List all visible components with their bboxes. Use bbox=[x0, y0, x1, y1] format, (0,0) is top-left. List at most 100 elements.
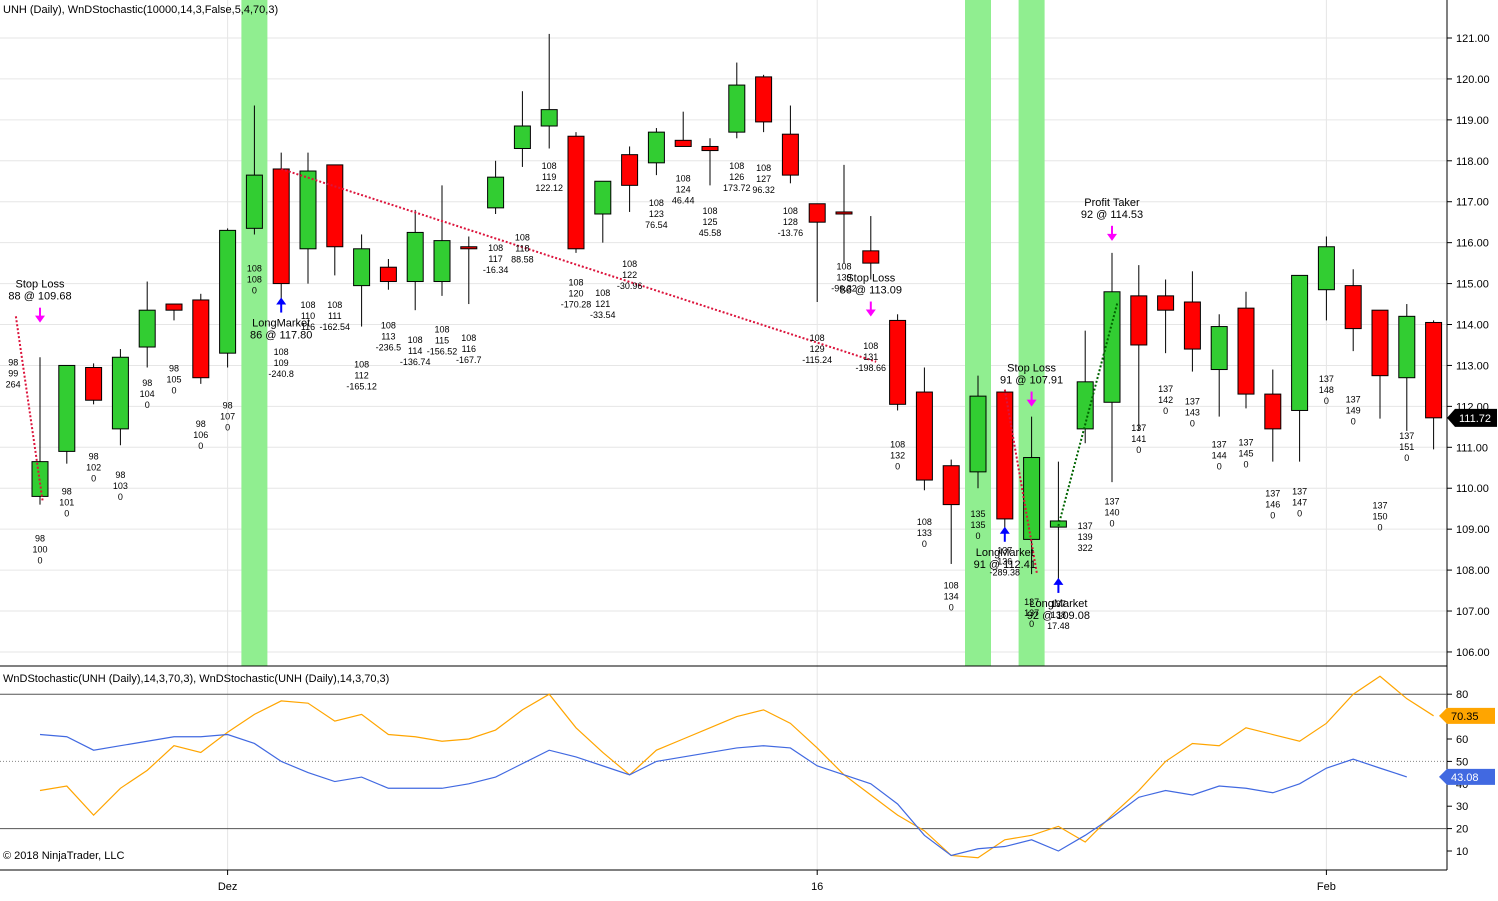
bar-info-label: 143 bbox=[1185, 407, 1200, 417]
price-tick-label: 118.00 bbox=[1456, 156, 1489, 168]
bar-info-label: 108 bbox=[354, 359, 369, 369]
bar-info-label: 122 bbox=[622, 270, 637, 280]
price-tick-label: 121.00 bbox=[1456, 33, 1490, 45]
bar-info-label: 137 bbox=[1024, 608, 1039, 618]
trade-annotation-text: 86 @ 117.80 bbox=[250, 330, 312, 342]
trade-annotation-text: LongMarket bbox=[976, 547, 1034, 559]
candle-body bbox=[85, 366, 103, 401]
bar-info-label: 108 bbox=[944, 581, 959, 591]
bar-info-label: 137 bbox=[1078, 521, 1093, 531]
bar-info-label: 98 bbox=[89, 452, 99, 462]
bar-info-label: 98 bbox=[35, 533, 45, 543]
candle-body bbox=[594, 180, 612, 215]
bar-info-label: 108 bbox=[836, 261, 851, 271]
trade-annotation-text: 91 @ 112.41 bbox=[974, 559, 1036, 571]
candle-body bbox=[1103, 291, 1121, 403]
trade-annotation-text: Stop Loss bbox=[16, 279, 65, 291]
candle-body bbox=[353, 248, 371, 287]
bar-info-label: 0 bbox=[198, 441, 203, 451]
candle-body bbox=[219, 229, 237, 354]
bar-info-label: -30.96 bbox=[617, 281, 643, 291]
candle-body bbox=[272, 168, 290, 285]
candle-body bbox=[1157, 295, 1175, 311]
bar-info-label: 121 bbox=[595, 299, 610, 309]
bar-info-label: 113 bbox=[381, 332, 395, 342]
candle-body bbox=[111, 356, 129, 430]
bar-info-label: 131 bbox=[863, 352, 878, 362]
bar-info-label: 0 bbox=[37, 555, 42, 565]
bar-info-label: 118 bbox=[515, 244, 529, 254]
bar-info-label: 98 bbox=[196, 419, 206, 429]
bar-info-label: 0 bbox=[1136, 445, 1141, 455]
stoch-tick-label: 30 bbox=[1456, 801, 1468, 813]
bar-info-label: 137 bbox=[1185, 396, 1200, 406]
candle-body bbox=[1398, 315, 1416, 379]
candle-body bbox=[245, 174, 263, 229]
bar-info-label: 151 bbox=[1399, 442, 1414, 452]
bar-info-label: 108 bbox=[595, 288, 610, 298]
bar-info-label: 99 bbox=[8, 368, 18, 378]
candle-body bbox=[1023, 457, 1041, 540]
bar-info-label: -165.12 bbox=[346, 381, 377, 391]
bar-info-label: -198.66 bbox=[856, 363, 887, 373]
entry-arrow-icon bbox=[1053, 577, 1064, 585]
bar-info-label: 135 bbox=[970, 520, 985, 530]
candle-body bbox=[406, 231, 424, 283]
bar-info-label: -96.32 bbox=[831, 283, 857, 293]
bar-info-label: 107 bbox=[220, 411, 235, 421]
bar-info-label: 129 bbox=[810, 344, 825, 354]
candlestick-series[interactable] bbox=[31, 33, 1443, 581]
bar-info-label: 0 bbox=[1190, 418, 1195, 428]
bar-info-label: 126 bbox=[729, 172, 744, 182]
price-tick-label: 111.00 bbox=[1456, 442, 1488, 454]
bar-info-label: 114 bbox=[408, 346, 422, 356]
bar-info-label: 112 bbox=[354, 370, 368, 380]
stoch-tick-label: 50 bbox=[1456, 756, 1468, 768]
bar-info-label: -167.7 bbox=[456, 355, 482, 365]
price-tick-label: 106.00 bbox=[1456, 647, 1490, 659]
bar-info-label: 123 bbox=[649, 209, 664, 219]
stoch-tick-label: 80 bbox=[1456, 689, 1468, 701]
candle-body bbox=[969, 395, 987, 473]
bar-info-label: 104 bbox=[140, 389, 155, 399]
stoch-tick-label: 20 bbox=[1456, 824, 1468, 836]
bar-info-label: 138 bbox=[1051, 610, 1066, 620]
bar-info-label: 102 bbox=[86, 463, 101, 473]
bar-info-label: 137 bbox=[1104, 497, 1119, 507]
bar-info-label: 108 bbox=[783, 206, 798, 216]
bar-info-label: 0 bbox=[922, 539, 927, 549]
bar-info-label: 0 bbox=[1217, 461, 1222, 471]
bar-info-label: 110 bbox=[301, 311, 315, 321]
bar-info-label: 0 bbox=[1270, 510, 1275, 520]
exit-arrow-icon bbox=[1107, 233, 1117, 241]
bar-info-label: 137 bbox=[1372, 501, 1387, 511]
entry-arrow-icon bbox=[999, 526, 1010, 534]
bar-info-label: -236.5 bbox=[376, 343, 402, 353]
bar-info-label: 108 bbox=[461, 333, 476, 343]
time-tick-label: Feb bbox=[1317, 881, 1336, 893]
candle-body bbox=[513, 125, 531, 150]
candle-body bbox=[540, 109, 558, 127]
candle-body bbox=[58, 364, 76, 452]
bar-info-label: 145 bbox=[1238, 448, 1253, 458]
candle-body bbox=[1291, 274, 1309, 411]
trade-annotation-text: Profit Taker bbox=[1084, 197, 1140, 209]
candle-body bbox=[487, 176, 505, 209]
bar-info-label: -115.24 bbox=[802, 355, 832, 365]
stoch-slow-line bbox=[39, 733, 1407, 857]
bar-info-label: 0 bbox=[1163, 406, 1168, 416]
candle-body bbox=[165, 303, 183, 311]
bar-info-label: -162.54 bbox=[320, 322, 351, 332]
bar-info-label: 0 bbox=[1404, 453, 1409, 463]
candle-body bbox=[1264, 393, 1282, 430]
bar-info-label: 264 bbox=[6, 379, 21, 389]
trade-annotation-text: Stop Loss bbox=[1007, 363, 1056, 375]
stoch-tick-label: 60 bbox=[1456, 734, 1468, 746]
price-tick-label: 117.00 bbox=[1456, 197, 1489, 209]
bar-info-label: 108 bbox=[327, 300, 342, 310]
bar-info-label: 144 bbox=[1212, 450, 1227, 460]
bar-info-label: 105 bbox=[166, 375, 181, 385]
